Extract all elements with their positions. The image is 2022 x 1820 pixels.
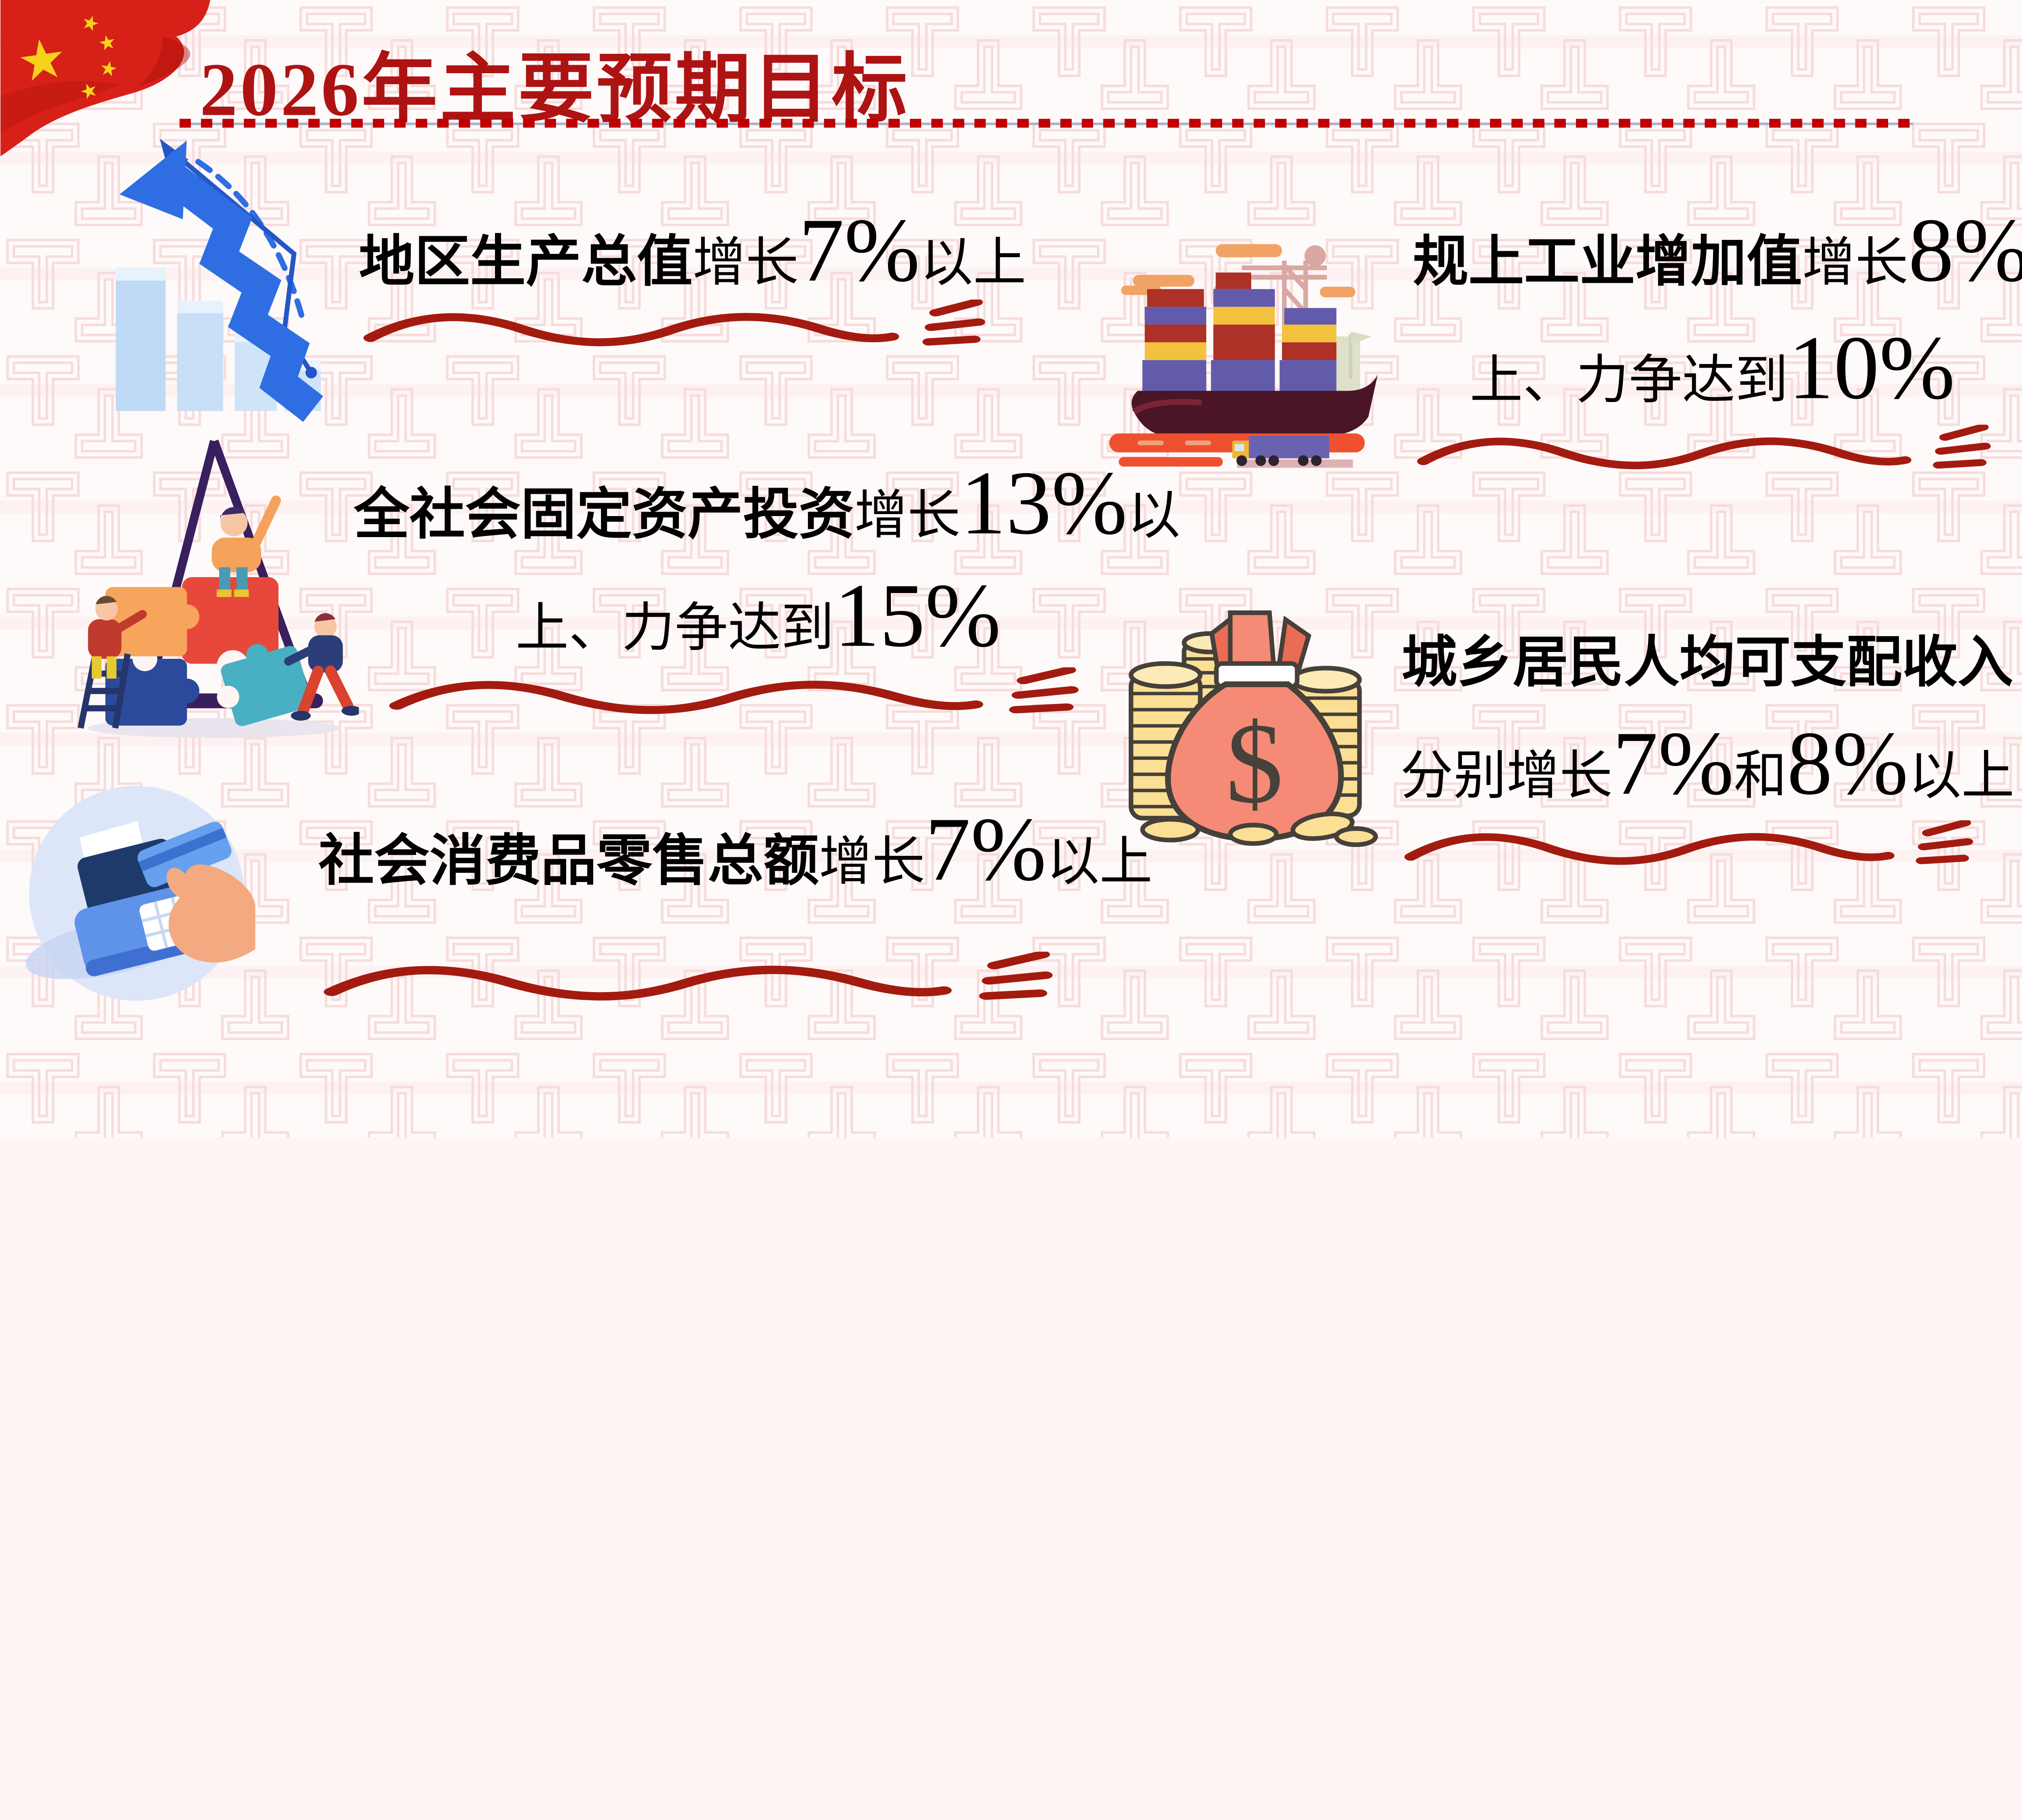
arrow-ribbon bbox=[159, 162, 324, 422]
goal-item-investment: 全社会固定资产投资增长13%以 上、力争达到15% bbox=[354, 452, 1180, 723]
containers bbox=[1142, 272, 1337, 394]
goal-text: 全社会固定资产投资增长13%以 bbox=[354, 452, 1180, 554]
goal-text: 地区生产总值增长7%以上 bbox=[359, 199, 1026, 301]
goal-keyword: 规上工业增加值 bbox=[1413, 231, 1802, 293]
goal-item-industry: 规上工业增加值增长8%以 上、力争达到10% bbox=[1413, 205, 2022, 478]
goal-number: 8% bbox=[1787, 713, 1908, 815]
goal-keyword: 全社会固定资产投资 bbox=[354, 484, 854, 546]
money-bag-icon: $ bbox=[1129, 610, 1378, 847]
goal-item-gdp: 地区生产总值增长7%以上 bbox=[359, 199, 1026, 356]
goal-number: 13% bbox=[960, 452, 1127, 554]
goal-item-income: 城乡居民人均可支配收入 分别增长7%和8%以上 bbox=[1400, 632, 2015, 874]
clouds bbox=[1121, 244, 1356, 298]
left-person bbox=[88, 596, 147, 679]
goal-number: 10% bbox=[1788, 317, 1955, 419]
background-fret-pattern bbox=[0, 0, 2022, 1138]
squiggle-underline bbox=[1417, 425, 1991, 470]
goal-text: 城乡居民人均可支配收入 bbox=[1400, 632, 2015, 694]
sitting-person bbox=[212, 495, 281, 597]
dashed-divider bbox=[179, 119, 1914, 128]
goal-number: 7% bbox=[799, 199, 920, 301]
card-payment-icon bbox=[25, 786, 256, 1001]
goal-keyword: 城乡居民人均可支配收入 bbox=[1401, 632, 2014, 694]
cargo-ship-icon bbox=[1109, 244, 1378, 468]
goal-number: 15% bbox=[834, 565, 1001, 667]
goal-number: 7% bbox=[1612, 713, 1734, 815]
goal-number: 8% bbox=[1908, 199, 2022, 301]
squiggle-underline bbox=[389, 667, 1079, 715]
dollar-sign: $ bbox=[1226, 699, 1284, 827]
goal-text: 社会消费品零售总额增长7%以上 bbox=[318, 799, 1153, 900]
arrow-head bbox=[119, 140, 187, 220]
slide: 2026年主要预期目标 地区生产总值增长7%以上 bbox=[0, 0, 2022, 1138]
loose-coins bbox=[1140, 811, 1378, 847]
container-truck bbox=[1232, 436, 1330, 466]
page-title: 2026年主要预期目标 bbox=[199, 48, 910, 131]
flag-stars bbox=[20, 15, 117, 99]
squiggle-underline bbox=[363, 300, 986, 347]
squiggle-underline bbox=[1404, 821, 1973, 866]
goal-item-retail: 社会消费品零售总额增长7%以上 bbox=[318, 799, 1153, 1010]
goal-text-line2: 上、力争达到10% bbox=[1470, 317, 1955, 419]
teal-puzzle-piece bbox=[217, 644, 311, 726]
goal-number: 7% bbox=[925, 799, 1047, 900]
bank-card bbox=[137, 821, 232, 887]
squiggle-underline bbox=[324, 952, 1053, 1001]
goal-text: 规上工业增加值增长8%以 bbox=[1413, 205, 2022, 296]
ship-hull bbox=[1132, 374, 1378, 436]
growth-chart-icon bbox=[116, 139, 324, 422]
goal-keyword: 地区生产总值 bbox=[359, 231, 693, 293]
bag: $ bbox=[1165, 610, 1344, 842]
goal-text-line2: 分别增长7%和8%以上 bbox=[1400, 713, 2015, 815]
right-person bbox=[284, 613, 359, 721]
goal-keyword: 社会消费品零售总额 bbox=[318, 830, 819, 893]
china-flag-icon bbox=[0, 0, 210, 157]
goal-text-line2: 上、力争达到15% bbox=[516, 565, 1001, 667]
teamwork-puzzle-icon bbox=[77, 439, 359, 738]
dashed-trend-line bbox=[195, 159, 307, 326]
